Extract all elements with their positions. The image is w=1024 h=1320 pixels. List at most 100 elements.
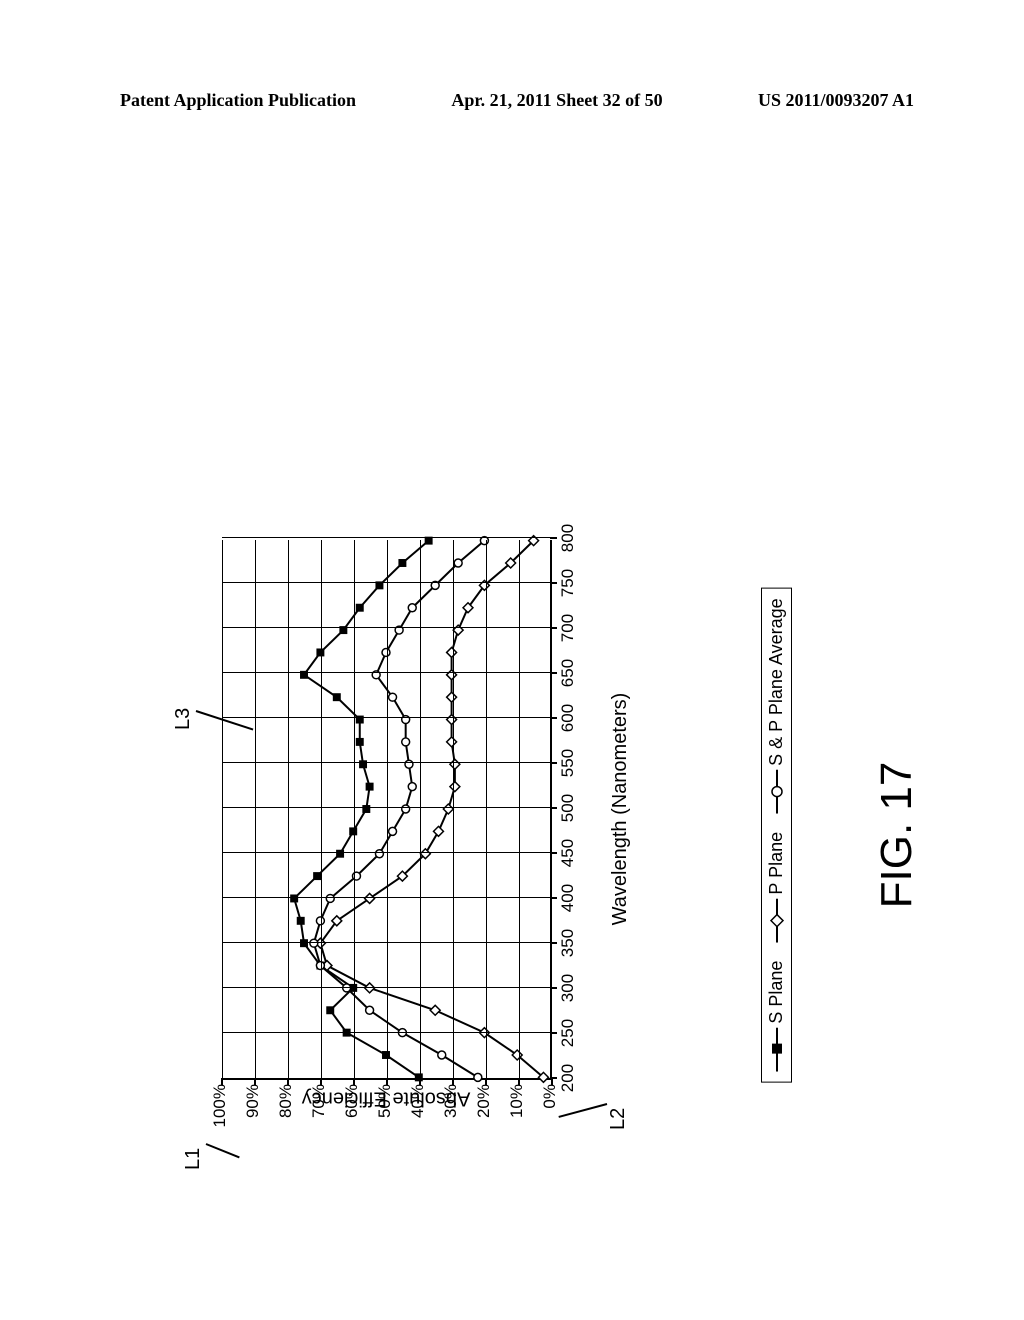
chart-svg bbox=[222, 540, 550, 1078]
gridline-h bbox=[222, 540, 223, 1078]
series-marker bbox=[297, 917, 305, 925]
series-marker bbox=[326, 1006, 334, 1014]
gridline-v bbox=[222, 987, 550, 988]
series-marker bbox=[398, 559, 406, 567]
gridline-v bbox=[222, 717, 550, 718]
series-marker bbox=[313, 872, 321, 880]
series-marker bbox=[382, 1051, 390, 1059]
series-marker bbox=[300, 939, 308, 947]
series-marker bbox=[450, 782, 460, 792]
gridline-h bbox=[354, 540, 355, 1078]
gridline-h bbox=[387, 540, 388, 1078]
ytick-label: 30% bbox=[441, 1078, 461, 1118]
ytick-label: 10% bbox=[507, 1078, 527, 1118]
ytick-label: 60% bbox=[342, 1078, 362, 1118]
series-marker bbox=[454, 559, 462, 567]
annotation-l2: L2 bbox=[607, 1108, 630, 1130]
series-marker bbox=[366, 783, 374, 791]
gridline-h bbox=[486, 540, 487, 1078]
xtick-label: 200 bbox=[550, 1064, 578, 1092]
gridline-h bbox=[420, 540, 421, 1078]
ytick-label: 20% bbox=[474, 1078, 494, 1118]
ytick-label: 70% bbox=[309, 1078, 329, 1118]
xtick-label: 650 bbox=[550, 659, 578, 687]
series-marker bbox=[382, 648, 390, 656]
series-marker bbox=[356, 604, 364, 612]
series-marker bbox=[447, 737, 457, 747]
series-marker bbox=[375, 850, 383, 858]
gridline-h bbox=[288, 540, 289, 1078]
series-marker bbox=[366, 1006, 374, 1014]
header-left: Patent Application Publication bbox=[120, 90, 356, 111]
xtick-label: 800 bbox=[550, 524, 578, 552]
legend-label: P Plane bbox=[766, 832, 787, 895]
xtick-label: 350 bbox=[550, 929, 578, 957]
figure-label: FIG. 17 bbox=[872, 762, 922, 909]
xtick-label: 550 bbox=[550, 749, 578, 777]
series-marker bbox=[310, 939, 318, 947]
legend-label: S & P Plane Average bbox=[766, 598, 787, 765]
xtick-label: 500 bbox=[550, 794, 578, 822]
series-marker bbox=[333, 693, 341, 701]
series-marker bbox=[389, 827, 397, 835]
plot-area: Absolute Efficiency Wavelength (Nanomete… bbox=[222, 540, 552, 1080]
header-center: Apr. 21, 2011 Sheet 32 of 50 bbox=[451, 90, 662, 111]
series-marker bbox=[290, 894, 298, 902]
series-marker bbox=[438, 1051, 446, 1059]
xtick-label: 300 bbox=[550, 974, 578, 1002]
gridline-v bbox=[222, 897, 550, 898]
series-marker bbox=[408, 604, 416, 612]
x-axis-label: Wavelength (Nanometers) bbox=[609, 693, 632, 926]
xtick-label: 250 bbox=[550, 1019, 578, 1047]
ytick-label: 80% bbox=[276, 1078, 296, 1118]
series-line bbox=[314, 541, 485, 1078]
figure-region: L1 L3 Absolute Efficiency Wavelength (Na… bbox=[0, 160, 1024, 1260]
leader-l1 bbox=[206, 1143, 240, 1158]
series-marker bbox=[434, 826, 444, 836]
gridline-v bbox=[222, 537, 550, 538]
gridline-v bbox=[222, 1032, 550, 1033]
legend-item-s-plane: S Plane bbox=[766, 961, 787, 1072]
gridline-v bbox=[222, 672, 550, 673]
legend-item-avg: S & P Plane Average bbox=[766, 598, 787, 813]
ytick-label: 90% bbox=[243, 1078, 263, 1118]
xtick-label: 700 bbox=[550, 614, 578, 642]
legend-label: S Plane bbox=[766, 961, 787, 1024]
gridline-h bbox=[255, 540, 256, 1078]
series-marker bbox=[447, 692, 457, 702]
gridline-h bbox=[519, 540, 520, 1078]
series-marker bbox=[336, 850, 344, 858]
annotation-l3: L3 bbox=[172, 708, 195, 730]
gridline-v bbox=[222, 762, 550, 763]
series-marker bbox=[408, 783, 416, 791]
ytick-label: 40% bbox=[408, 1078, 428, 1118]
xtick-label: 400 bbox=[550, 884, 578, 912]
legend: S Plane P Plane S & P Plane Average bbox=[761, 587, 792, 1082]
series-marker bbox=[450, 759, 460, 769]
xtick-label: 450 bbox=[550, 839, 578, 867]
xtick-label: 600 bbox=[550, 704, 578, 732]
series-marker bbox=[326, 894, 334, 902]
chart: L1 L3 Absolute Efficiency Wavelength (Na… bbox=[212, 510, 632, 1160]
ytick-label: 50% bbox=[375, 1078, 395, 1118]
header-right: US 2011/0093207 A1 bbox=[758, 90, 914, 111]
page-header: Patent Application Publication Apr. 21, … bbox=[120, 90, 914, 111]
gridline-v bbox=[222, 807, 550, 808]
series-marker bbox=[389, 693, 397, 701]
gridline-h bbox=[453, 540, 454, 1078]
series-marker bbox=[443, 804, 453, 814]
gridline-h bbox=[321, 540, 322, 1078]
series-marker bbox=[430, 1005, 440, 1015]
gridline-v bbox=[222, 942, 550, 943]
gridline-v bbox=[222, 852, 550, 853]
xtick-label: 750 bbox=[550, 569, 578, 597]
series-marker bbox=[447, 647, 457, 657]
series-marker bbox=[356, 738, 364, 746]
leader-l2 bbox=[558, 1103, 607, 1118]
legend-item-p-plane: P Plane bbox=[766, 832, 787, 943]
series-marker bbox=[402, 738, 410, 746]
gridline-v bbox=[222, 627, 550, 628]
gridline-v bbox=[222, 582, 550, 583]
ytick-label: 100% bbox=[210, 1078, 230, 1127]
annotation-l1: L1 bbox=[182, 1148, 205, 1170]
